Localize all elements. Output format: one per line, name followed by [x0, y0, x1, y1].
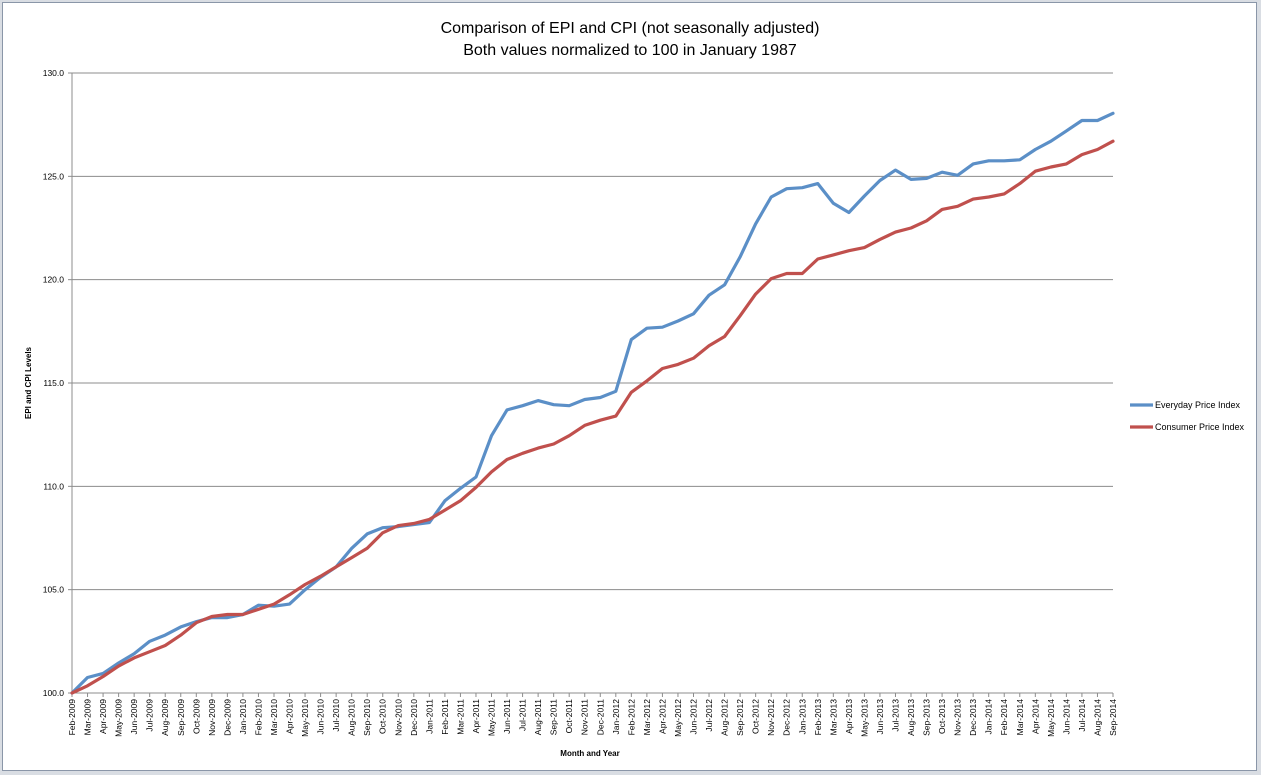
- x-tick-label: Sep-2012: [735, 699, 745, 736]
- x-tick-label: Nov-2012: [766, 699, 776, 736]
- x-tick-label: Jul-2010: [331, 699, 341, 732]
- x-tick-label: May-2011: [487, 699, 497, 736]
- x-tick-label: Sep-2014: [1108, 699, 1118, 736]
- x-tick-label: Apr-2012: [657, 699, 667, 734]
- axes: [71, 73, 1113, 694]
- x-tick-label: Nov-2013: [953, 699, 963, 736]
- x-tick-label: May-2013: [859, 699, 869, 737]
- x-tick-label: Jan-2014: [984, 699, 994, 735]
- x-tick-label: Dec-2011: [595, 699, 605, 735]
- x-tick-label: Oct-2012: [751, 699, 761, 734]
- x-tick-label: Oct-2011: [564, 699, 574, 734]
- x-axis-title: Month and Year: [560, 749, 619, 758]
- x-tick-label: Mar-2011: [455, 699, 465, 735]
- x-tick-label: Aug-2009: [160, 699, 170, 736]
- x-tick-label: Feb-2010: [253, 699, 263, 736]
- y-tick-label: 125.0: [43, 171, 65, 181]
- x-tick-label: Jun-2013: [875, 699, 885, 735]
- x-tick-label: Apr-2009: [98, 699, 108, 734]
- y-tick-label: 100.0: [43, 688, 65, 698]
- x-tick-label: Feb-2011: [440, 699, 450, 735]
- x-tick-label: Dec-2013: [968, 699, 978, 736]
- x-tick-label: Mar-2010: [269, 699, 279, 736]
- y-tick-label: 110.0: [43, 481, 64, 491]
- y-axis-title: EPI and CPI Levels: [24, 346, 33, 419]
- x-tick-label: Nov-2010: [393, 699, 403, 736]
- x-tick-label: Aug-2010: [347, 699, 357, 736]
- x-tick-label: Jul-2013: [890, 699, 900, 732]
- x-tick-label: Sep-2009: [176, 699, 186, 736]
- x-tick-label: Jun-2012: [688, 699, 698, 735]
- x-tick-label: Aug-2011: [533, 699, 543, 736]
- x-tick-label: May-2012: [673, 699, 683, 737]
- x-tick-label: Jul-2014: [1077, 699, 1087, 732]
- gridlines: [72, 72, 1113, 591]
- x-tick-label: Mar-2014: [1015, 699, 1025, 736]
- x-tick-label: Jun-2011: [502, 699, 512, 734]
- x-tick-label: Oct-2010: [378, 699, 388, 734]
- x-tick-label: Apr-2013: [844, 699, 854, 734]
- x-tick-label: Mar-2013: [828, 699, 838, 736]
- legend: Everyday Price Index Consumer Price Index: [1130, 400, 1245, 432]
- x-tick-label: Jun-2009: [129, 699, 139, 735]
- x-tick-label: Nov-2011: [580, 699, 590, 735]
- x-tick-label: Oct-2009: [191, 699, 201, 734]
- x-tick-label: Apr-2014: [1030, 699, 1040, 734]
- x-tick-label: Mar-2012: [642, 699, 652, 736]
- x-tick-label: Jul-2009: [145, 699, 155, 732]
- chart-subtitle: Both values normalized to 100 in January…: [463, 42, 797, 59]
- x-tick-label: Sep-2011: [549, 699, 559, 736]
- chart-title: Comparison of EPI and CPI (not seasonall…: [441, 20, 820, 37]
- x-tick-label: Dec-2010: [409, 699, 419, 736]
- x-tick-label: Apr-2010: [285, 699, 295, 734]
- x-tick-label: Feb-2014: [999, 699, 1009, 736]
- legend-label-1: Consumer Price Index: [1155, 422, 1245, 432]
- x-tick-label: Aug-2014: [1092, 699, 1102, 736]
- x-tick-label: Apr-2011: [471, 699, 481, 734]
- x-tick-label: Aug-2012: [720, 699, 730, 736]
- x-tick-label: Jul-2012: [704, 699, 714, 732]
- x-tick-label: May-2014: [1046, 699, 1056, 737]
- x-tick-label: Jan-2011: [424, 699, 434, 734]
- y-tick-label: 120.0: [43, 275, 65, 285]
- x-tick-label: Oct-2013: [937, 699, 947, 734]
- x-tick-label: Feb-2012: [626, 699, 636, 736]
- x-tick-label: Jun-2014: [1061, 699, 1071, 735]
- x-tick-label: Jan-2010: [238, 699, 248, 735]
- y-tick-label: 105.0: [43, 585, 65, 595]
- y-axis-ticks: 100.0 105.0 110.0 115.0 120.0 125.0 130.0: [43, 68, 72, 698]
- x-tick-label: Feb-2013: [813, 699, 823, 736]
- y-tick-label: 130.0: [43, 68, 65, 78]
- x-tick-label: Jun-2010: [316, 699, 326, 735]
- y-tick-label: 115.0: [43, 378, 64, 388]
- legend-label-0: Everyday Price Index: [1155, 400, 1241, 410]
- x-tick-label: Jul-2011: [518, 699, 528, 731]
- x-tick-label: Jan-2013: [797, 699, 807, 735]
- x-tick-label: May-2009: [114, 699, 124, 737]
- x-axis-ticks: Feb-2009 Mar-2009 Apr-2009 May-2009 Jun-2009…: [67, 693, 1118, 737]
- x-tick-label: Feb-2009: [67, 699, 77, 736]
- x-tick-label: Dec-2012: [782, 699, 792, 736]
- x-tick-label: Mar-2009: [83, 699, 93, 736]
- series-lines: [70, 111, 1115, 695]
- x-tick-label: May-2010: [300, 699, 310, 737]
- x-tick-label: Nov-2009: [207, 699, 217, 736]
- x-tick-label: Sep-2010: [362, 699, 372, 736]
- x-tick-label: Jan-2012: [611, 699, 621, 735]
- series-line-1: [70, 139, 1115, 695]
- x-tick-label: Sep-2013: [922, 699, 932, 736]
- x-tick-label: Aug-2013: [906, 699, 916, 736]
- series-line-0: [70, 111, 1115, 695]
- x-tick-label: Dec-2009: [222, 699, 232, 736]
